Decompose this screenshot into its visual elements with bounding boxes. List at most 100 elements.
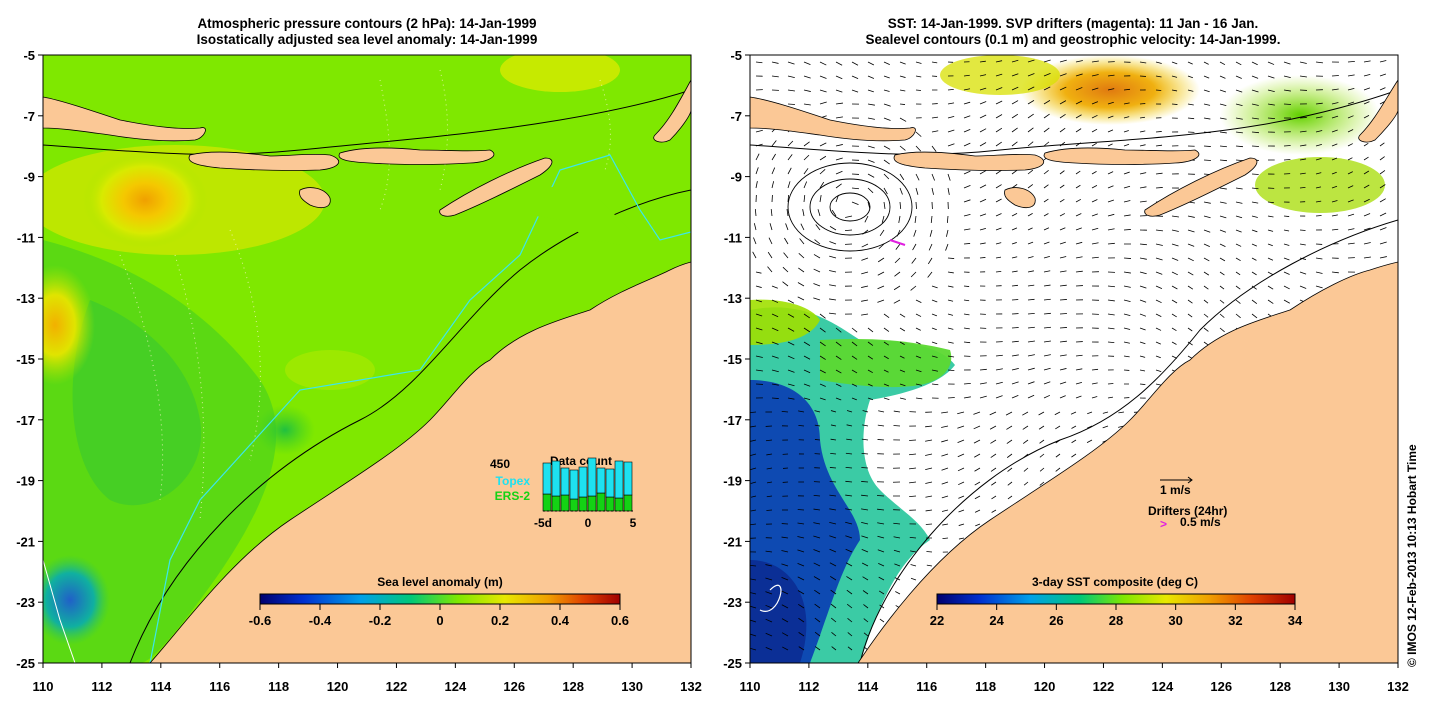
velocity-vector	[925, 509, 933, 512]
velocity-vector	[1155, 341, 1161, 345]
velocity-vector	[1011, 227, 1018, 231]
velocity-vector	[979, 101, 987, 105]
velocity-vector	[1267, 215, 1274, 218]
right-y-tick-label: -5	[730, 48, 742, 63]
velocity-vector	[931, 327, 937, 331]
velocity-vector	[878, 576, 885, 581]
velocity-vector	[765, 618, 773, 623]
velocity-vector	[1139, 116, 1146, 119]
velocity-vector	[781, 410, 789, 413]
left-colorbar-tick-label: -0.4	[309, 613, 332, 628]
velocity-vector	[963, 382, 971, 385]
velocity-vector	[861, 243, 869, 248]
velocity-vector	[910, 564, 917, 567]
velocity-vector	[1123, 143, 1130, 147]
velocity-vector	[979, 60, 986, 63]
velocity-vector	[931, 299, 938, 303]
velocity-vector	[945, 243, 949, 251]
right-colorbar-tick-label: 26	[1049, 613, 1063, 628]
velocity-vector	[926, 564, 933, 567]
velocity-vector	[1123, 130, 1129, 133]
velocity-vector	[1283, 299, 1290, 304]
velocity-vector	[1043, 326, 1051, 329]
velocity-vector	[803, 103, 811, 106]
velocity-vector	[786, 209, 789, 217]
velocity-vector	[1087, 411, 1093, 415]
velocity-vector	[1251, 299, 1258, 304]
velocity-vector	[831, 209, 837, 217]
velocity-vector	[979, 382, 987, 385]
velocity-vector	[1075, 73, 1083, 77]
velocity-vector	[1235, 271, 1241, 276]
velocity-vector	[750, 439, 757, 442]
velocity-vector	[1011, 100, 1019, 105]
left-x-tick-label: 132	[680, 679, 702, 694]
velocity-vector	[1315, 186, 1322, 189]
velocity-vector	[1347, 242, 1355, 245]
left-x-tick-label: 124	[445, 679, 467, 694]
velocity-vector	[1011, 340, 1019, 343]
velocity-vector	[830, 617, 837, 623]
velocity-vector	[803, 327, 811, 333]
velocity-vector	[1267, 271, 1274, 276]
left-colorbar-tick-label: 0	[436, 613, 443, 628]
velocity-vector	[787, 341, 795, 346]
velocity-vector	[765, 564, 773, 567]
inset-bar-topex	[569, 469, 579, 500]
velocity-vector	[829, 284, 837, 287]
velocity-vector	[963, 128, 971, 133]
velocity-vector	[1027, 270, 1034, 273]
velocity-vector	[1054, 411, 1061, 416]
velocity-vector	[1087, 425, 1093, 429]
velocity-vector	[910, 271, 917, 278]
velocity-vector	[1107, 199, 1115, 203]
velocity-vector	[1299, 61, 1307, 64]
velocity-vector	[797, 576, 805, 581]
velocity-vector	[1011, 367, 1019, 371]
velocity-vector	[941, 509, 949, 512]
velocity-vector	[1331, 271, 1339, 274]
inset-bar-topex	[614, 460, 624, 499]
velocity-vector	[845, 562, 853, 567]
velocity-vector	[947, 173, 951, 181]
velocity-vector	[995, 100, 1003, 105]
velocity-vector	[1187, 257, 1194, 262]
velocity-vector	[946, 229, 949, 237]
velocity-vector	[1075, 87, 1083, 91]
left-colorbar-tick-label: 0.2	[491, 613, 509, 628]
velocity-vector	[963, 115, 971, 119]
velocity-vector	[1283, 243, 1290, 246]
left-x-tick-label: 130	[621, 679, 643, 694]
velocity-vector	[768, 237, 773, 245]
velocity-vector	[1055, 467, 1061, 472]
velocity-vector	[1171, 229, 1179, 232]
inset-bar-ers2	[578, 496, 588, 512]
right-colorbar-tick-label: 22	[930, 613, 944, 628]
velocity-vector	[753, 237, 757, 245]
velocity-vector	[1043, 367, 1051, 371]
velocity-vector	[1347, 129, 1354, 133]
velocity-vector	[867, 397, 874, 401]
velocity-vector	[835, 170, 843, 175]
left-satellite-track	[149, 154, 691, 663]
velocity-vector	[1059, 270, 1067, 273]
velocity-vector	[1091, 227, 1099, 231]
velocity-vector	[771, 341, 779, 345]
velocity-vector	[1091, 171, 1097, 175]
velocity-vector	[1043, 394, 1051, 399]
velocity-vector	[915, 383, 922, 386]
velocity-vector	[813, 562, 821, 567]
velocity-vector	[862, 576, 869, 581]
velocity-vector	[819, 181, 825, 189]
velocity-vector	[819, 355, 826, 360]
velocity-vector	[915, 173, 920, 181]
velocity-vector	[1299, 243, 1306, 246]
velocity-vector	[1027, 73, 1035, 77]
velocity-vector	[915, 187, 919, 195]
velocity-vector	[1171, 89, 1178, 92]
velocity-vector	[1043, 198, 1049, 203]
velocity-vector	[851, 397, 857, 401]
right-title-line1: SST: 14-Jan-1999. SVP drifters (magenta)…	[888, 16, 1258, 31]
velocity-vector	[1005, 411, 1013, 416]
left-land	[43, 79, 691, 663]
